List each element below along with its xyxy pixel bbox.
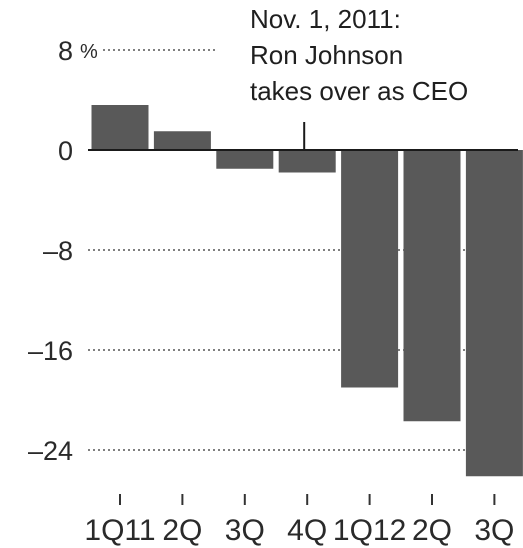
bar (91, 105, 149, 150)
y-tick-label: –16 (28, 336, 73, 366)
bar (216, 150, 274, 169)
annotation-line-1: Nov. 1, 2011: (250, 4, 401, 34)
x-category-label: 2Q (412, 514, 452, 547)
bar (341, 150, 399, 388)
x-axis-ticks: 1Q11 2Q 3Q 4Q 1Q12 2Q 3Q (84, 494, 514, 547)
ceo-annotation: Nov. 1, 2011: Ron Johnson takes over as … (250, 4, 468, 150)
x-category-label: 4Q (287, 514, 327, 547)
y-unit-label: % (80, 41, 98, 63)
y-tick-label: –24 (28, 436, 73, 466)
y-axis-ticks: 8 % 0 –8 –16 –24 (28, 36, 98, 466)
bar (465, 150, 523, 477)
bar (403, 150, 461, 422)
annotation-line-3: takes over as CEO (250, 76, 468, 106)
bars (91, 105, 523, 477)
y-tick-label: –8 (43, 236, 73, 266)
x-category-label: 1Q11 (84, 514, 155, 547)
gridlines (88, 49, 518, 451)
x-category-label: 2Q (162, 514, 202, 547)
x-category-label: 3Q (225, 514, 265, 547)
x-category-label: 3Q (474, 514, 514, 547)
bar (153, 131, 211, 150)
annotation-line-2: Ron Johnson (250, 40, 403, 70)
x-category-label: 1Q12 (333, 514, 406, 547)
y-tick-label: 0 (58, 136, 73, 166)
y-tick-label: 8 (58, 36, 73, 66)
bar (278, 150, 336, 173)
